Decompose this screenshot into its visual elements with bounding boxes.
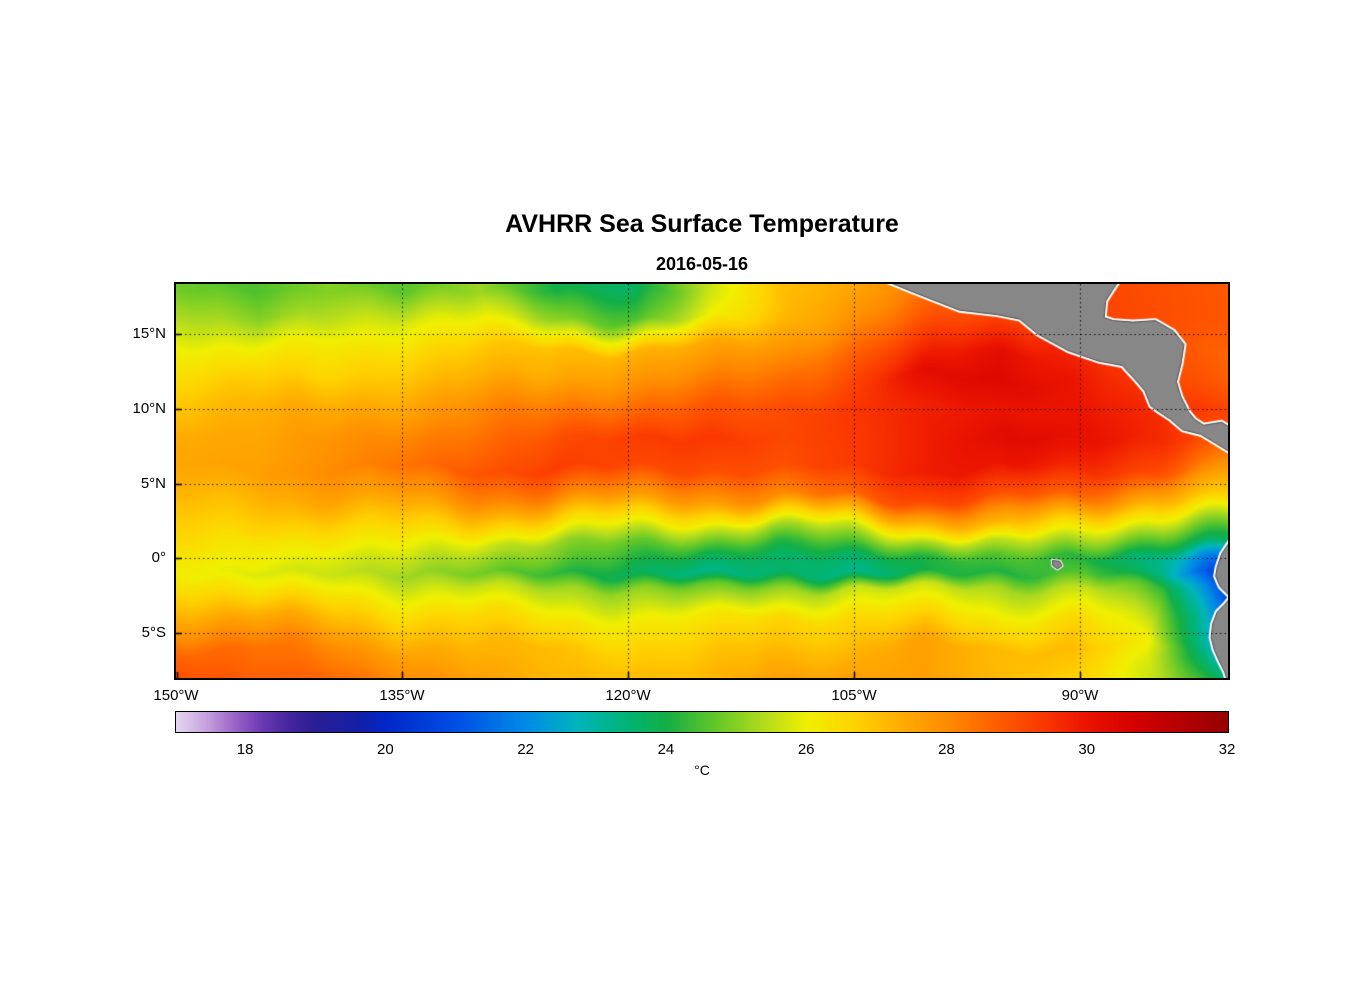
colorbar-tick-label: 24	[657, 741, 675, 758]
y-tick-label: 15°N	[132, 325, 166, 343]
y-tick-label: 5°S	[141, 624, 166, 641]
colorbar-frame	[175, 711, 1229, 733]
sst-heatmap-canvas	[176, 284, 1228, 678]
colorbar-tick-label: 32	[1218, 741, 1236, 758]
x-tick-label: 135°W	[379, 687, 425, 704]
plot-frame	[174, 282, 1230, 680]
colorbar-tick-label: 28	[938, 741, 955, 758]
colorbar-tick-label: 22	[517, 741, 534, 758]
colorbar-tick-label: 20	[377, 741, 394, 758]
y-tick-label: 0°	[151, 549, 166, 567]
y-tick-label: 10°N	[132, 399, 166, 417]
x-tick-label: 90°W	[1061, 687, 1099, 704]
colorbar-canvas	[176, 712, 1228, 732]
colorbar-tick-label: 30	[1078, 741, 1096, 758]
chart-subtitle: 2016-05-16	[655, 254, 749, 274]
chart-title: AVHRR Sea Surface Temperature	[505, 210, 899, 238]
x-tick-label: 120°W	[605, 687, 651, 704]
colorbar-unit-label: °C	[694, 762, 710, 778]
colorbar-tick-label: 26	[797, 741, 815, 758]
x-tick-label: 105°W	[831, 687, 877, 704]
colorbar-tick-label: 18	[236, 741, 254, 758]
x-tick-label: 150°W	[153, 687, 199, 704]
y-tick-label: 5°N	[140, 474, 166, 492]
